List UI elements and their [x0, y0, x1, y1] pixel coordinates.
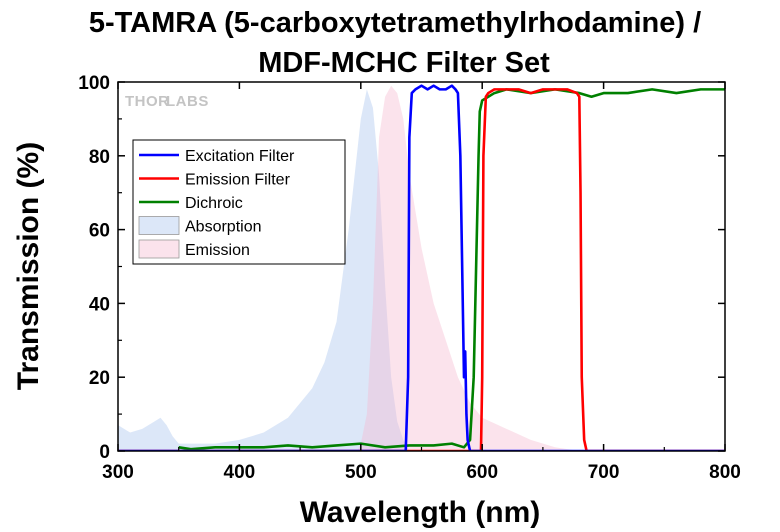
legend-label-dichroic: Dichroic	[185, 195, 243, 212]
y-tick-label: 0	[99, 442, 110, 463]
series-emission-area	[357, 85, 580, 451]
legend-label-absorption: Absorption	[185, 219, 262, 236]
legend: Excitation Filter Emission Filter Dichroic…	[132, 139, 346, 265]
x-tick-label: 600	[466, 462, 498, 483]
y-tick-label: 40	[89, 294, 110, 315]
y-tick-label: 100	[78, 73, 110, 94]
y-tick-label: 60	[89, 221, 110, 242]
x-tick-label: 400	[224, 462, 256, 483]
x-tick-label: 300	[102, 462, 134, 483]
axes: 300 400 500 600 700 800 0 20 40 60 80 100	[78, 73, 741, 483]
legend-label-excitation-filter: Excitation Filter	[185, 148, 295, 165]
legend-swatch-emission	[138, 239, 180, 259]
x-tick-label: 800	[709, 462, 741, 483]
legend-swatch-absorption	[138, 216, 180, 235]
watermark-right: LABS	[166, 93, 209, 110]
series-excitation-filter-line	[118, 84, 725, 451]
x-axis-title: Wavelength (nm)	[300, 496, 541, 529]
x-tick-label: 700	[588, 462, 620, 483]
series-absorption-area	[118, 89, 410, 451]
chart-title-line-1: 5-TAMRA (5-carboxytetramethylrhodamine) …	[89, 7, 701, 39]
watermark-left: THOR	[125, 93, 170, 110]
series-emission-filter-line	[118, 88, 725, 451]
chart-title-line-2: MDF-MCHC Filter Set	[258, 47, 550, 79]
y-tick-label: 80	[89, 147, 110, 168]
y-tick-label: 20	[89, 368, 110, 389]
y-axis-title: Transmission (%)	[12, 142, 45, 390]
x-tick-label: 500	[345, 462, 377, 483]
legend-label-emission: Emission	[185, 242, 250, 259]
series-dichroic-line	[178, 88, 725, 451]
plot-area	[118, 84, 725, 451]
legend-label-emission-filter: Emission Filter	[185, 172, 291, 189]
